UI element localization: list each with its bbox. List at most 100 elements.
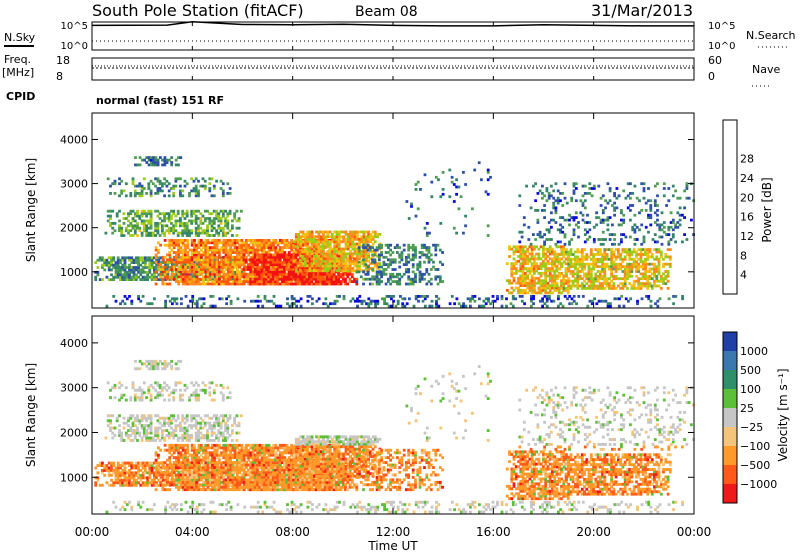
power-cell (526, 277, 529, 280)
power-cell (233, 215, 236, 218)
power-cell (403, 244, 406, 247)
power-cell (164, 239, 167, 242)
power-cell (638, 228, 641, 231)
power-cell (532, 233, 535, 236)
power-cell (295, 269, 298, 272)
power-cell (338, 295, 341, 298)
power-cell (599, 273, 602, 276)
power-cell (327, 233, 330, 236)
power-cell (378, 283, 381, 286)
power-cell (170, 215, 173, 218)
power-cell (640, 209, 643, 212)
power-cell (588, 221, 591, 224)
power-cell (593, 187, 596, 190)
power-cell (299, 245, 302, 248)
power-cell (597, 216, 600, 219)
power-cell (439, 195, 442, 198)
power-cell (172, 187, 175, 190)
power-cell (179, 185, 182, 188)
power-cell (588, 182, 591, 185)
power-cell (585, 282, 588, 285)
power-cell (177, 266, 180, 269)
power-cell (662, 273, 665, 276)
power-cell (175, 224, 178, 227)
power-cell (658, 263, 661, 266)
power-cell (562, 245, 565, 248)
power-cell (403, 273, 406, 276)
power-cell (114, 182, 117, 185)
power-cell (195, 271, 198, 274)
power-cell (636, 302, 639, 305)
power-cell (94, 278, 97, 281)
power-cell (197, 210, 200, 213)
power-cell (681, 297, 684, 300)
power-cell (613, 285, 616, 288)
power-cell (622, 190, 625, 193)
power-cell (464, 183, 467, 186)
power-cell (311, 231, 314, 234)
power-cell (168, 254, 171, 257)
power-cell (213, 227, 216, 230)
power-cell (683, 216, 686, 219)
power-cell (533, 284, 536, 287)
power-cell (202, 278, 205, 281)
power-cell (138, 229, 141, 232)
power-cell (392, 251, 395, 254)
power-cell (603, 270, 606, 273)
power-cell (153, 297, 156, 300)
power-cell (613, 192, 616, 195)
power-cell (646, 287, 649, 290)
power-cell (608, 277, 611, 280)
power-cell (437, 268, 440, 271)
power-cell (198, 280, 201, 283)
power-cell (111, 232, 114, 235)
power-cell (556, 282, 559, 285)
power-cell (531, 250, 534, 253)
power-cell (583, 268, 586, 271)
power-cell (398, 266, 401, 269)
power-cell (213, 187, 216, 190)
power-cell (383, 271, 386, 274)
power-cell (181, 194, 184, 197)
power-cell (120, 227, 123, 230)
power-cell (186, 263, 189, 266)
power-cell (455, 178, 458, 181)
power-cell (157, 177, 160, 180)
power-cell (168, 232, 171, 235)
power-cell (142, 295, 145, 298)
power-cell (173, 273, 176, 276)
power-cell (378, 263, 381, 266)
power-cell (147, 187, 150, 190)
power-cell (517, 287, 520, 290)
power-cell (561, 226, 564, 229)
power-cell (227, 261, 230, 264)
power-cell (647, 187, 650, 190)
power-cell (206, 232, 209, 235)
power-cell (217, 224, 220, 227)
power-cell (118, 210, 121, 213)
power-cell (387, 251, 390, 254)
power-cell (603, 268, 606, 271)
power-cell (141, 234, 144, 237)
power-cell (540, 275, 543, 278)
power-cell (134, 156, 137, 159)
power-cell (97, 266, 100, 269)
power-cell (584, 207, 587, 210)
power-cell (190, 222, 193, 225)
power-cell (380, 275, 383, 278)
power-cell (650, 300, 653, 303)
power-cell (665, 204, 668, 207)
power-cell (613, 282, 616, 285)
power-cell (546, 305, 549, 308)
power-cell (487, 297, 490, 300)
power-cell (213, 254, 216, 257)
power-cell (449, 302, 452, 305)
power-cell (664, 253, 667, 256)
noise-tick-bottom-left: 10^0 (61, 41, 88, 52)
power-cell (322, 275, 325, 278)
power-cell (164, 261, 167, 264)
power-cell (195, 222, 198, 225)
power-cell (273, 295, 276, 298)
power-cell (650, 305, 653, 308)
power-cell (162, 268, 165, 271)
